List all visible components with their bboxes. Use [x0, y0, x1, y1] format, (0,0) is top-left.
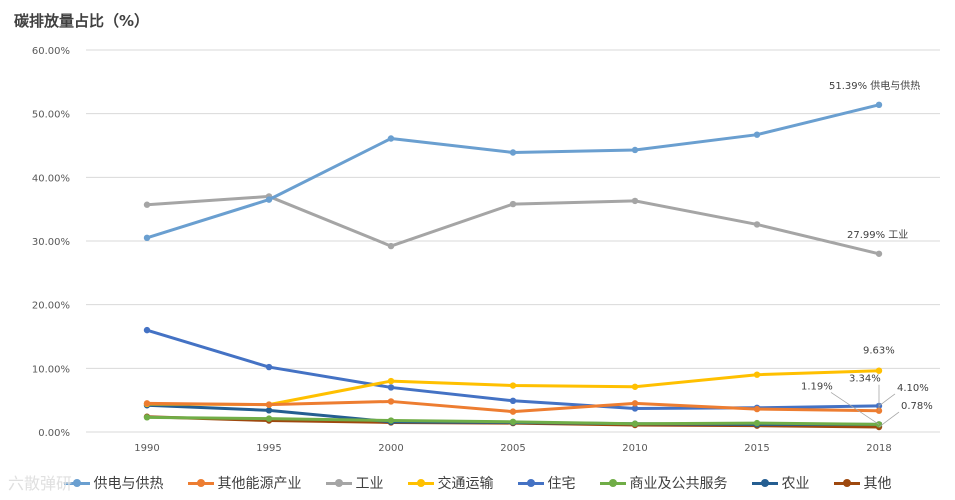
legend-label: 农业 — [781, 476, 810, 492]
grid-lines — [86, 49, 940, 433]
data-point — [387, 242, 395, 250]
data-point — [631, 383, 639, 390]
data-point — [509, 149, 517, 156]
legend-item: 交通运输 — [407, 473, 494, 493]
data-label: 0.78% — [901, 401, 933, 412]
legend-label: 住宅 — [547, 476, 576, 492]
data-point — [753, 371, 761, 378]
x-tick-label: 1995 — [256, 443, 281, 454]
y-tick-label: 60.00% — [32, 46, 70, 57]
data-point — [143, 400, 151, 407]
x-tick-label: 2000 — [378, 443, 403, 454]
data-label: 9.63% — [863, 346, 895, 357]
data-label: 27.99% 工业 — [847, 229, 908, 241]
data-point — [631, 405, 639, 412]
x-tick-label: 2005 — [500, 443, 525, 454]
y-tick-label: 30.00% — [32, 237, 70, 248]
data-point — [387, 135, 395, 142]
legend-label: 其他 — [863, 476, 892, 492]
legend-item: 农业 — [751, 473, 810, 493]
data-label: 51.39% 供电与供热 — [829, 79, 920, 92]
data-point — [753, 405, 761, 413]
series-商业及公共服务 — [143, 414, 883, 428]
legend-item: 住宅 — [517, 473, 576, 493]
data-point — [753, 419, 761, 427]
chart-title: 碳排放量占比（%） — [14, 12, 150, 30]
data-point — [265, 415, 273, 422]
legend-item: 工业 — [325, 473, 384, 493]
data-point — [387, 398, 395, 405]
series-line — [146, 328, 880, 410]
data-point — [143, 326, 151, 334]
data-point — [265, 407, 273, 414]
line-chart: 0.00% 10.00% 20.00% 30.00% 40.00% 50.00% 60.00… — [32, 46, 940, 454]
data-point — [387, 377, 395, 385]
leader-line — [878, 393, 896, 407]
legend-label: 交通运输 — [437, 476, 494, 492]
data-point — [875, 250, 883, 257]
leader-line — [878, 411, 900, 428]
y-tick-label: 10.00% — [32, 364, 70, 375]
legend-item: 其他能源产业 — [187, 473, 302, 493]
legend-item: 商业及公共服务 — [599, 473, 728, 493]
data-point — [509, 382, 517, 389]
legend-label: 供电与供热 — [93, 476, 164, 492]
data-point — [387, 417, 395, 424]
series-lines — [143, 101, 883, 431]
y-tick-label: 50.00% — [32, 110, 70, 121]
watermark-logo: 六散弹研 — [8, 474, 73, 493]
y-tick-label: 40.00% — [32, 173, 70, 184]
data-point — [631, 146, 639, 154]
legend-swatch — [187, 478, 214, 487]
series-供电与供热 — [143, 101, 883, 242]
data-point — [631, 420, 639, 427]
data-point — [875, 367, 883, 374]
data-point — [265, 363, 273, 371]
data-point — [143, 201, 151, 208]
data-point — [143, 414, 151, 421]
legend: 供电与供热 其他能源产业 工业 交通运输 住宅 商业及公共服务 农业 其他 — [0, 468, 955, 498]
data-point — [875, 101, 883, 109]
legend-swatch — [833, 478, 860, 487]
y-tick-label: 20.00% — [32, 301, 70, 312]
legend-swatch — [517, 478, 544, 487]
legend-label: 工业 — [355, 476, 384, 492]
data-point — [265, 196, 273, 203]
data-point — [631, 400, 639, 407]
data-point — [143, 234, 151, 242]
data-label: 1.19% — [801, 381, 833, 392]
legend-swatch — [63, 478, 90, 487]
legend-label: 商业及公共服务 — [629, 476, 728, 492]
data-point — [509, 200, 517, 208]
legend-swatch — [599, 478, 626, 487]
data-label: 4.10% — [897, 383, 929, 394]
y-tick-label: 0.00% — [38, 428, 70, 439]
series-line — [146, 103, 880, 240]
legend-swatch — [407, 478, 434, 487]
legend-swatch — [751, 478, 778, 487]
data-point — [509, 418, 517, 426]
data-point — [387, 384, 395, 391]
data-point — [509, 397, 517, 405]
data-point — [631, 197, 639, 205]
x-tick-label: 2015 — [744, 443, 769, 454]
x-tick-label: 2010 — [622, 443, 647, 454]
legend-item: 供电与供热 — [63, 473, 164, 493]
legend-label: 其他能源产业 — [217, 476, 302, 492]
data-point — [753, 131, 761, 138]
data-point — [265, 401, 273, 408]
data-label: 3.34% — [849, 374, 881, 385]
data-point — [753, 221, 761, 228]
x-tick-label: 2018 — [866, 443, 891, 454]
x-tick-label: 1990 — [134, 443, 159, 454]
data-annotations: 51.39% 供电与供热 27.99% 工业 9.63% 4.10% 3.34% 1.19… — [801, 79, 933, 428]
legend-item: 其他 — [833, 473, 892, 493]
series-住宅 — [143, 326, 883, 412]
data-point — [509, 408, 517, 415]
legend-swatch — [325, 478, 352, 487]
leader-line — [830, 392, 880, 425]
axis-labels: 0.00% 10.00% 20.00% 30.00% 40.00% 50.00% 60.00… — [32, 46, 892, 454]
